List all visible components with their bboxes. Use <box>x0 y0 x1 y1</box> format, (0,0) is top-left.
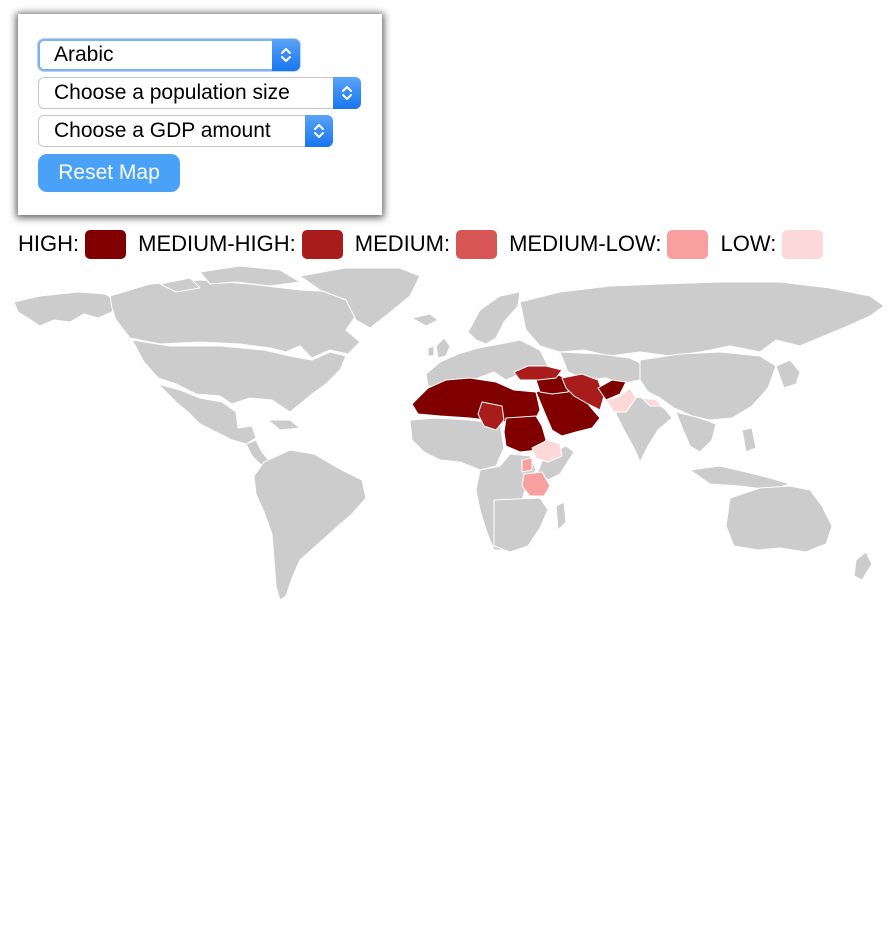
legend-label: LOW: <box>720 231 777 256</box>
nepal-region[interactable] <box>641 397 663 407</box>
usa[interactable] <box>131 339 347 413</box>
reset-map-button[interactable]: Reset Map <box>38 154 180 192</box>
legend-swatch <box>782 229 824 259</box>
australia[interactable] <box>725 485 833 553</box>
tanzania-region[interactable] <box>521 471 551 497</box>
greenland[interactable] <box>299 267 421 329</box>
world-map-svg <box>13 265 885 601</box>
arctic-islands[interactable] <box>199 265 301 287</box>
chevron-up-down-icon <box>272 39 300 71</box>
chad-region[interactable] <box>477 401 505 431</box>
southeast-asia[interactable] <box>675 411 717 453</box>
new-zealand[interactable] <box>853 551 873 581</box>
legend-item-high: HIGH: <box>18 229 127 259</box>
legend-swatch <box>85 229 127 259</box>
uk[interactable] <box>435 337 451 359</box>
pakistan-region[interactable] <box>605 387 637 413</box>
iran-region[interactable] <box>561 373 605 411</box>
afghanistan-region[interactable] <box>597 379 627 401</box>
alaska[interactable] <box>13 291 116 327</box>
arctic-islands-2[interactable] <box>159 277 201 293</box>
legend-swatch <box>456 229 498 259</box>
africa-south[interactable] <box>493 497 549 553</box>
chevron-up-down-icon <box>305 115 333 147</box>
ethiopia-region[interactable] <box>531 439 563 463</box>
legend-label: MEDIUM-LOW: <box>509 231 662 256</box>
language-select-value: Arabic <box>54 43 114 66</box>
philippines[interactable] <box>741 427 757 453</box>
south-america[interactable] <box>253 449 367 601</box>
legend-item-medium: MEDIUM: <box>354 229 498 259</box>
highlighted-regions <box>411 365 663 497</box>
legend-label: HIGH: <box>18 231 80 256</box>
ireland[interactable] <box>427 345 435 357</box>
control-panel: Arabic Choose a population size Choose a… <box>18 14 382 215</box>
population-select[interactable]: Choose a population size <box>38 77 361 109</box>
language-select[interactable]: Arabic <box>38 39 300 71</box>
china-mongolia[interactable] <box>639 351 777 421</box>
gdp-select[interactable]: Choose a GDP amount <box>38 115 333 147</box>
caribbean[interactable] <box>267 419 301 431</box>
turkey-region[interactable] <box>513 365 563 381</box>
legend-item-medium-low: MEDIUM-LOW: <box>509 229 709 259</box>
scandinavia[interactable] <box>467 291 521 345</box>
korea-japan[interactable] <box>775 359 801 389</box>
legend: HIGH: MEDIUM-HIGH: MEDIUM: MEDIUM-LOW: L… <box>18 229 835 259</box>
mexico[interactable] <box>157 383 257 445</box>
population-select-value: Choose a population size <box>54 81 290 104</box>
base-land <box>13 265 885 601</box>
legend-swatch <box>667 229 709 259</box>
legend-item-medium-high: MEDIUM-HIGH: <box>138 229 343 259</box>
legend-item-low: LOW: <box>720 229 824 259</box>
iceland[interactable] <box>411 313 439 327</box>
indonesia[interactable] <box>689 465 791 491</box>
uganda-region[interactable] <box>521 457 533 473</box>
legend-label: MEDIUM: <box>354 231 451 256</box>
world-map[interactable] <box>0 262 894 607</box>
gdp-select-value: Choose a GDP amount <box>54 119 271 142</box>
chevron-up-down-icon <box>333 77 361 109</box>
madagascar[interactable] <box>555 501 567 531</box>
north-africa-region[interactable] <box>411 377 541 423</box>
legend-swatch <box>301 229 343 259</box>
legend-label: MEDIUM-HIGH: <box>138 231 296 256</box>
russia[interactable] <box>519 281 885 357</box>
